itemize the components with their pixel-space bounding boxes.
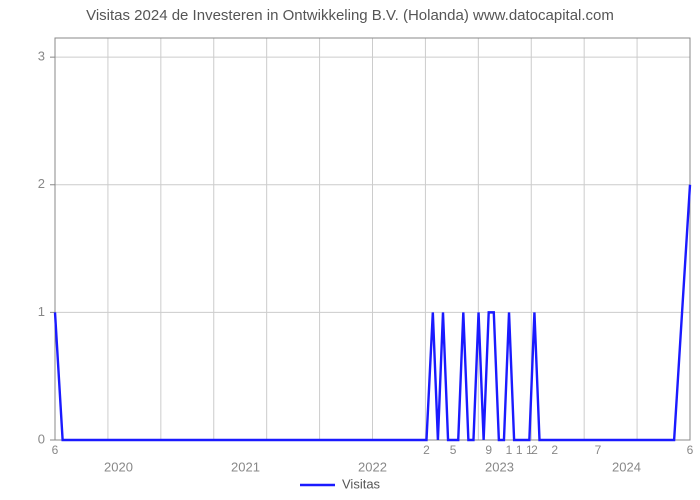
y-axis: 0 1 2 3 [38, 49, 55, 447]
svg-text:2: 2 [423, 443, 430, 457]
svg-text:5: 5 [450, 443, 457, 457]
svg-text:1: 1 [38, 304, 45, 319]
chart-title: Visitas 2024 de Investeren in Ontwikkeli… [86, 7, 614, 24]
svg-text:2020: 2020 [104, 460, 133, 475]
svg-text:7: 7 [595, 443, 602, 457]
svg-text:2: 2 [38, 176, 45, 191]
svg-text:2024: 2024 [612, 460, 641, 475]
legend: Visitas [300, 476, 381, 491]
svg-text:1: 1 [506, 443, 513, 457]
svg-text:6: 6 [52, 443, 59, 457]
x-year-labels: 2020 2021 2022 2023 2024 [104, 460, 641, 475]
grid [55, 38, 690, 440]
legend-label: Visitas [342, 476, 381, 491]
svg-text:0: 0 [38, 431, 45, 446]
svg-text:9: 9 [485, 443, 492, 457]
svg-text:6: 6 [687, 443, 694, 457]
svg-text:2021: 2021 [231, 460, 260, 475]
svg-text:1: 1 [516, 443, 523, 457]
svg-text:3: 3 [38, 49, 45, 64]
svg-text:2: 2 [531, 443, 538, 457]
svg-text:2022: 2022 [358, 460, 387, 475]
svg-text:2: 2 [551, 443, 558, 457]
point-labels: 62591112276 [52, 443, 694, 457]
svg-text:2023: 2023 [485, 460, 514, 475]
